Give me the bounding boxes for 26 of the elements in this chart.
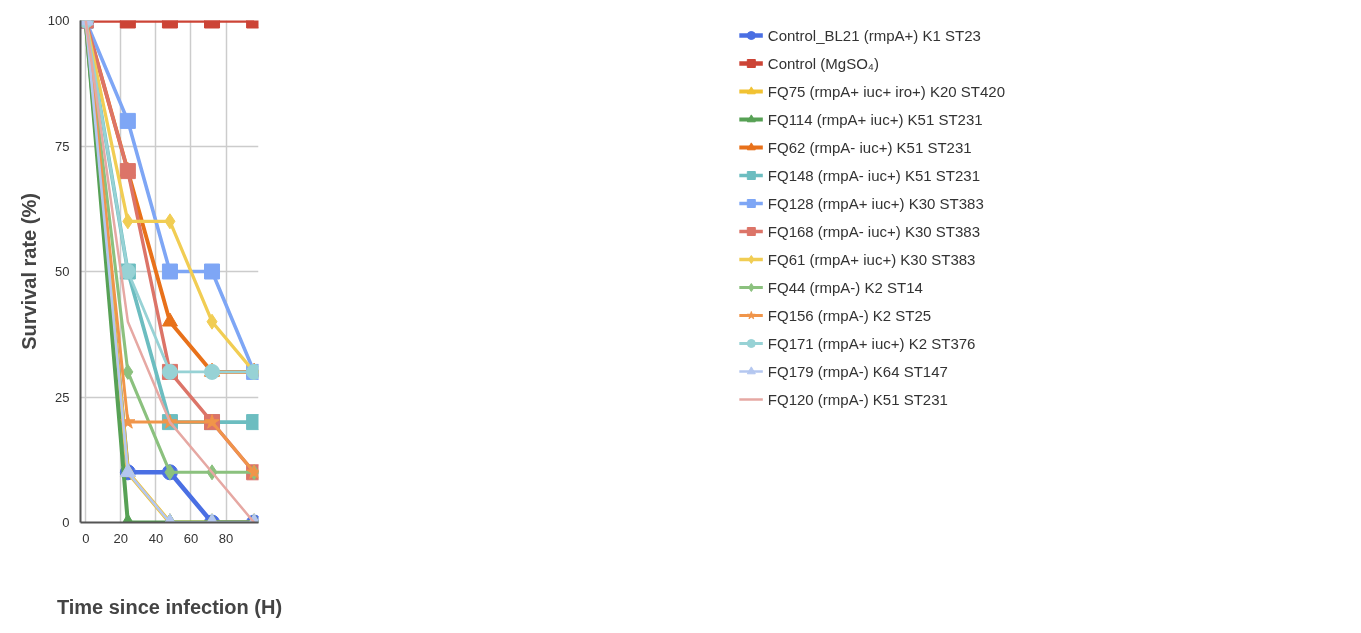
- y-tick-label: 0: [62, 515, 70, 530]
- legend-label: Control (MgSO₄): [767, 54, 879, 72]
- y-tick-label: 50: [55, 264, 70, 279]
- legend-label: FQ44 (rmpA-) K2 ST14: [767, 278, 923, 296]
- legend-label: FQ148 (rmpA- iuc+) K51 ST231: [767, 166, 980, 184]
- legend-label: FQ62 (rmpA- iuc+) K51 ST231: [767, 138, 972, 156]
- y-tick-label: 25: [55, 389, 70, 405]
- legend-label: FQ156 (rmpA-) K2 ST25: [767, 306, 932, 324]
- legend-label: FQ168 (rmpA- iuc+) K30 ST383: [767, 222, 980, 240]
- x-tick-label: 20: [113, 530, 129, 546]
- legend-label: FQ75 (rmpA+ iuc+ iro+) K20 ST420: [767, 82, 1005, 100]
- x-tick-label: 40: [148, 530, 164, 546]
- x-axis-title: Time since infection (H): [56, 595, 283, 618]
- legend-label: Control_BL21 (rmpA+) K1 ST23: [767, 26, 981, 44]
- legend-label: FQ171 (rmpA+ iuc+) K2 ST376: [767, 334, 976, 352]
- legend-label: FQ61 (rmpA+ iuc+) K30 ST383: [767, 250, 976, 268]
- y-tick-label: 100: [47, 13, 70, 28]
- x-tick-label: 60: [183, 530, 199, 546]
- legend-label: FQ179 (rmpA-) K64 ST147: [767, 362, 948, 380]
- legend-label: FQ114 (rmpA+ iuc+) K51 ST231: [767, 110, 983, 128]
- y-axis-title: Survival rate (%): [17, 193, 40, 350]
- x-tick-label: 80: [218, 530, 234, 546]
- x-tick-label: 0: [82, 530, 90, 546]
- legend-label: FQ120 (rmpA-) K51 ST231: [767, 390, 948, 408]
- y-tick-label: 75: [55, 138, 70, 154]
- legend-label: FQ128 (rmpA+ iuc+) K30 ST383: [767, 194, 984, 212]
